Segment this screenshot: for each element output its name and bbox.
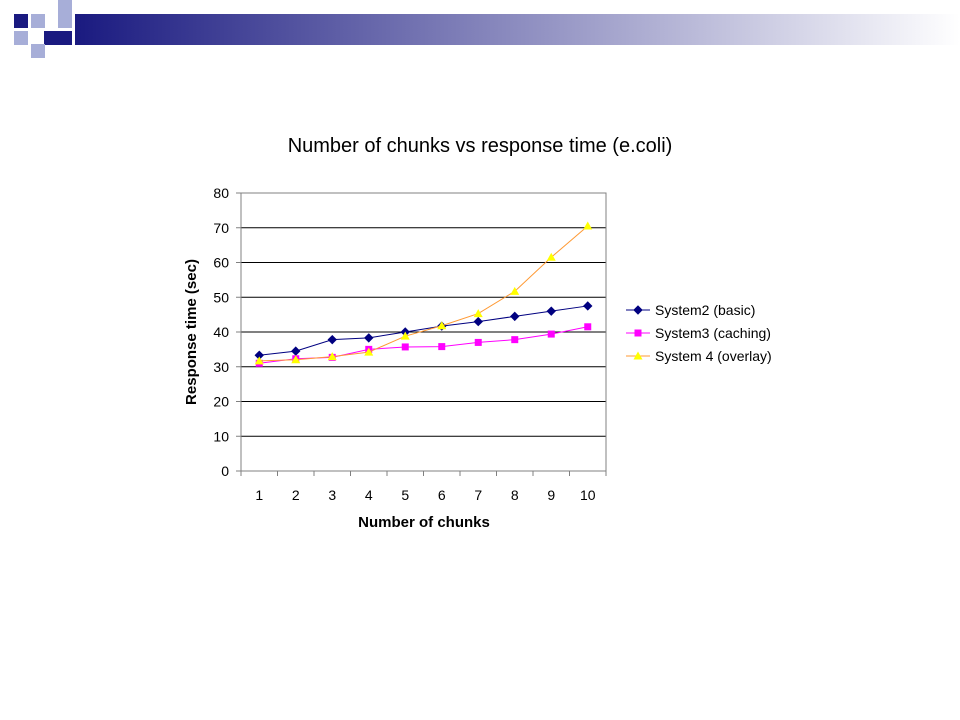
y-tick-label: 50 xyxy=(213,289,229,305)
data-point xyxy=(327,334,337,345)
data-point xyxy=(510,311,520,322)
y-tick-label: 60 xyxy=(213,255,229,271)
x-tick-label: 9 xyxy=(547,487,555,503)
data-point xyxy=(546,252,556,261)
series-lines xyxy=(254,221,593,367)
data-point xyxy=(291,355,301,364)
header-gradient-bar xyxy=(75,14,960,45)
data-point xyxy=(254,356,264,365)
header-square-light-1 xyxy=(31,14,45,28)
data-point xyxy=(291,346,301,356)
y-tick-label: 20 xyxy=(213,394,229,410)
x-axis-label: Number of chunks xyxy=(358,514,490,531)
data-point xyxy=(473,309,483,318)
x-tick-label: 6 xyxy=(438,487,446,503)
y-tick-label: 40 xyxy=(213,324,229,340)
x-tick-label: 2 xyxy=(292,487,300,503)
header-square-light-3 xyxy=(14,31,28,45)
y-tick-label: 0 xyxy=(221,463,229,479)
data-point xyxy=(401,343,409,351)
x-tick-label: 5 xyxy=(401,487,409,503)
x-tick-label: 4 xyxy=(365,487,373,503)
y-tick-label: 80 xyxy=(213,185,229,201)
chart-title: Number of chunks vs response time (e.col… xyxy=(288,135,673,157)
plot-area-frame xyxy=(240,192,607,472)
data-point xyxy=(510,286,520,295)
data-point xyxy=(400,331,410,340)
header-square-navy-1 xyxy=(14,14,28,28)
x-tick-labels: 1 2 3 4 5 6 7 8 9 10 xyxy=(255,487,595,503)
data-point xyxy=(437,321,447,330)
y-tick-label: 70 xyxy=(213,220,229,236)
data-point xyxy=(583,301,593,311)
header-square-navy-2 xyxy=(44,31,72,45)
legend-marker xyxy=(633,305,643,315)
legend-label: System3 (caching) xyxy=(655,325,771,341)
data-point xyxy=(511,336,519,344)
data-point xyxy=(474,338,482,346)
data-point xyxy=(584,323,592,331)
legend-label: System2 (basic) xyxy=(655,302,755,318)
y-axis-label: Response time (sec) xyxy=(183,259,200,405)
x-tick-label: 8 xyxy=(511,487,519,503)
data-point xyxy=(364,347,374,356)
data-point xyxy=(547,330,555,338)
header-square-light-4 xyxy=(31,44,45,58)
legend-entry: System2 (basic) xyxy=(626,302,755,318)
x-tick-label: 10 xyxy=(580,487,596,503)
series-3 xyxy=(254,221,593,365)
legend-marker xyxy=(634,329,642,337)
data-point xyxy=(438,343,446,351)
series-1 xyxy=(254,301,593,360)
header-square-light-2 xyxy=(58,0,72,28)
legend: System2 (basic) System3 (caching) System 4… xyxy=(626,302,772,364)
y-tick-label: 30 xyxy=(213,359,229,375)
x-tick-label: 7 xyxy=(474,487,482,503)
x-tick-label: 1 xyxy=(255,487,263,503)
legend-entry: System 4 (overlay) xyxy=(626,348,772,364)
data-point xyxy=(583,221,593,230)
y-tick-label: 10 xyxy=(213,428,229,444)
slide-header-band xyxy=(14,0,960,58)
data-point xyxy=(364,333,374,343)
y-tick-labels: 0 10 20 30 40 50 60 70 80 xyxy=(213,185,229,479)
data-point xyxy=(327,352,337,361)
series-2 xyxy=(255,323,592,367)
legend-label: System 4 (overlay) xyxy=(655,348,772,364)
legend-entry: System3 (caching) xyxy=(626,325,771,341)
x-tick-label: 3 xyxy=(328,487,336,503)
series-line xyxy=(259,225,589,362)
data-point xyxy=(546,306,556,316)
data-point xyxy=(473,316,483,327)
series-line xyxy=(259,305,588,356)
legend-marker xyxy=(633,351,643,360)
